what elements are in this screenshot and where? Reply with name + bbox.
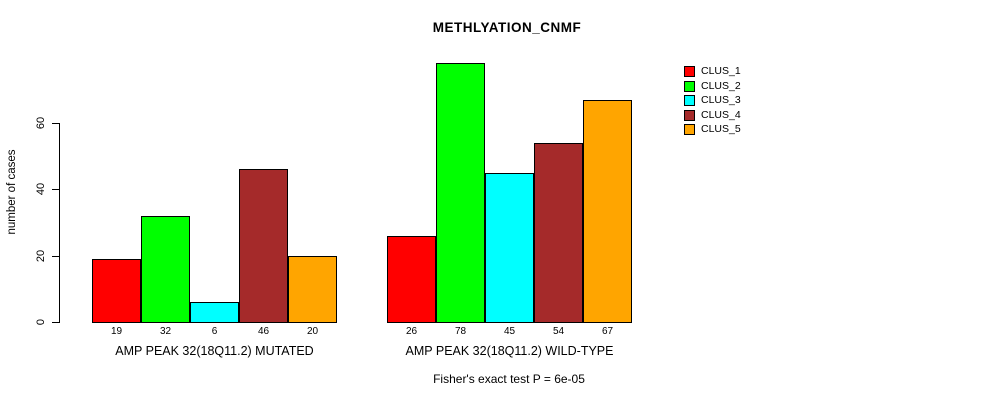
legend-swatch-clus_1 — [684, 66, 695, 78]
legend-label: CLUS_3 — [701, 94, 741, 107]
legend-swatch-clus_4 — [684, 109, 695, 121]
legend-label: CLUS_1 — [701, 65, 741, 78]
bar-value-label: 46 — [257, 326, 270, 337]
bar-clus_4-group1 — [239, 169, 288, 323]
legend-swatch-clus_2 — [684, 80, 695, 92]
bar-value-label: 67 — [601, 326, 614, 337]
legend-label: CLUS_2 — [701, 79, 741, 92]
y-axis-tick-label: 20 — [35, 249, 47, 262]
bar-clus_4-group2 — [534, 143, 583, 323]
legend-label: CLUS_5 — [701, 123, 741, 136]
bar-clus_5-group1 — [288, 256, 337, 323]
y-axis-tick-label: 0 — [35, 318, 47, 326]
bar-clus_2-group1 — [141, 216, 190, 323]
bar-clus_2-group2 — [436, 63, 485, 323]
bar-clus_3-group2 — [485, 173, 534, 323]
bar-value-label: 19 — [110, 326, 123, 337]
bar-clus_1-group1 — [92, 259, 141, 323]
y-axis-title: number of cases — [6, 149, 18, 235]
legend-item-clus_3: CLUS_3 — [684, 92, 741, 107]
legend-swatch-clus_5 — [684, 124, 695, 136]
bar-value-label: 54 — [552, 326, 565, 337]
legend-swatch-clus_3 — [684, 95, 695, 107]
legend-item-clus_1: CLUS_1 — [684, 63, 741, 78]
bar-value-label: 32 — [159, 326, 172, 337]
y-axis-tick-label: 60 — [35, 116, 47, 129]
bar-value-label: 6 — [211, 326, 218, 337]
bar-clus_1-group2 — [387, 236, 436, 323]
legend-item-clus_5: CLUS_5 — [684, 121, 741, 136]
legend-item-clus_2: CLUS_2 — [684, 78, 741, 92]
bar-clus_3-group1 — [190, 302, 239, 323]
y-axis-line — [59, 122, 60, 323]
bar-value-label: 45 — [503, 326, 516, 337]
y-axis-tick — [52, 322, 59, 323]
chart-title: METHLYATION_CNMF — [432, 20, 582, 35]
bar-value-label: 26 — [405, 326, 418, 337]
y-axis-tick-label: 40 — [35, 183, 47, 196]
y-axis-tick — [52, 189, 59, 191]
fisher-test-annotation: Fisher's exact test P = 6e-05 — [433, 372, 585, 386]
group-label: AMP PEAK 32(18Q11.2) WILD-TYPE — [405, 344, 614, 358]
bar-value-label: 20 — [306, 326, 319, 337]
bar-clus_5-group2 — [583, 100, 632, 323]
bar-value-label: 78 — [454, 326, 467, 337]
legend-item-clus_4: CLUS_4 — [684, 107, 741, 121]
legend-label: CLUS_4 — [701, 108, 741, 121]
y-axis-tick — [52, 122, 59, 124]
group-label: AMP PEAK 32(18Q11.2) MUTATED — [115, 344, 314, 358]
y-axis-tick — [52, 255, 59, 257]
